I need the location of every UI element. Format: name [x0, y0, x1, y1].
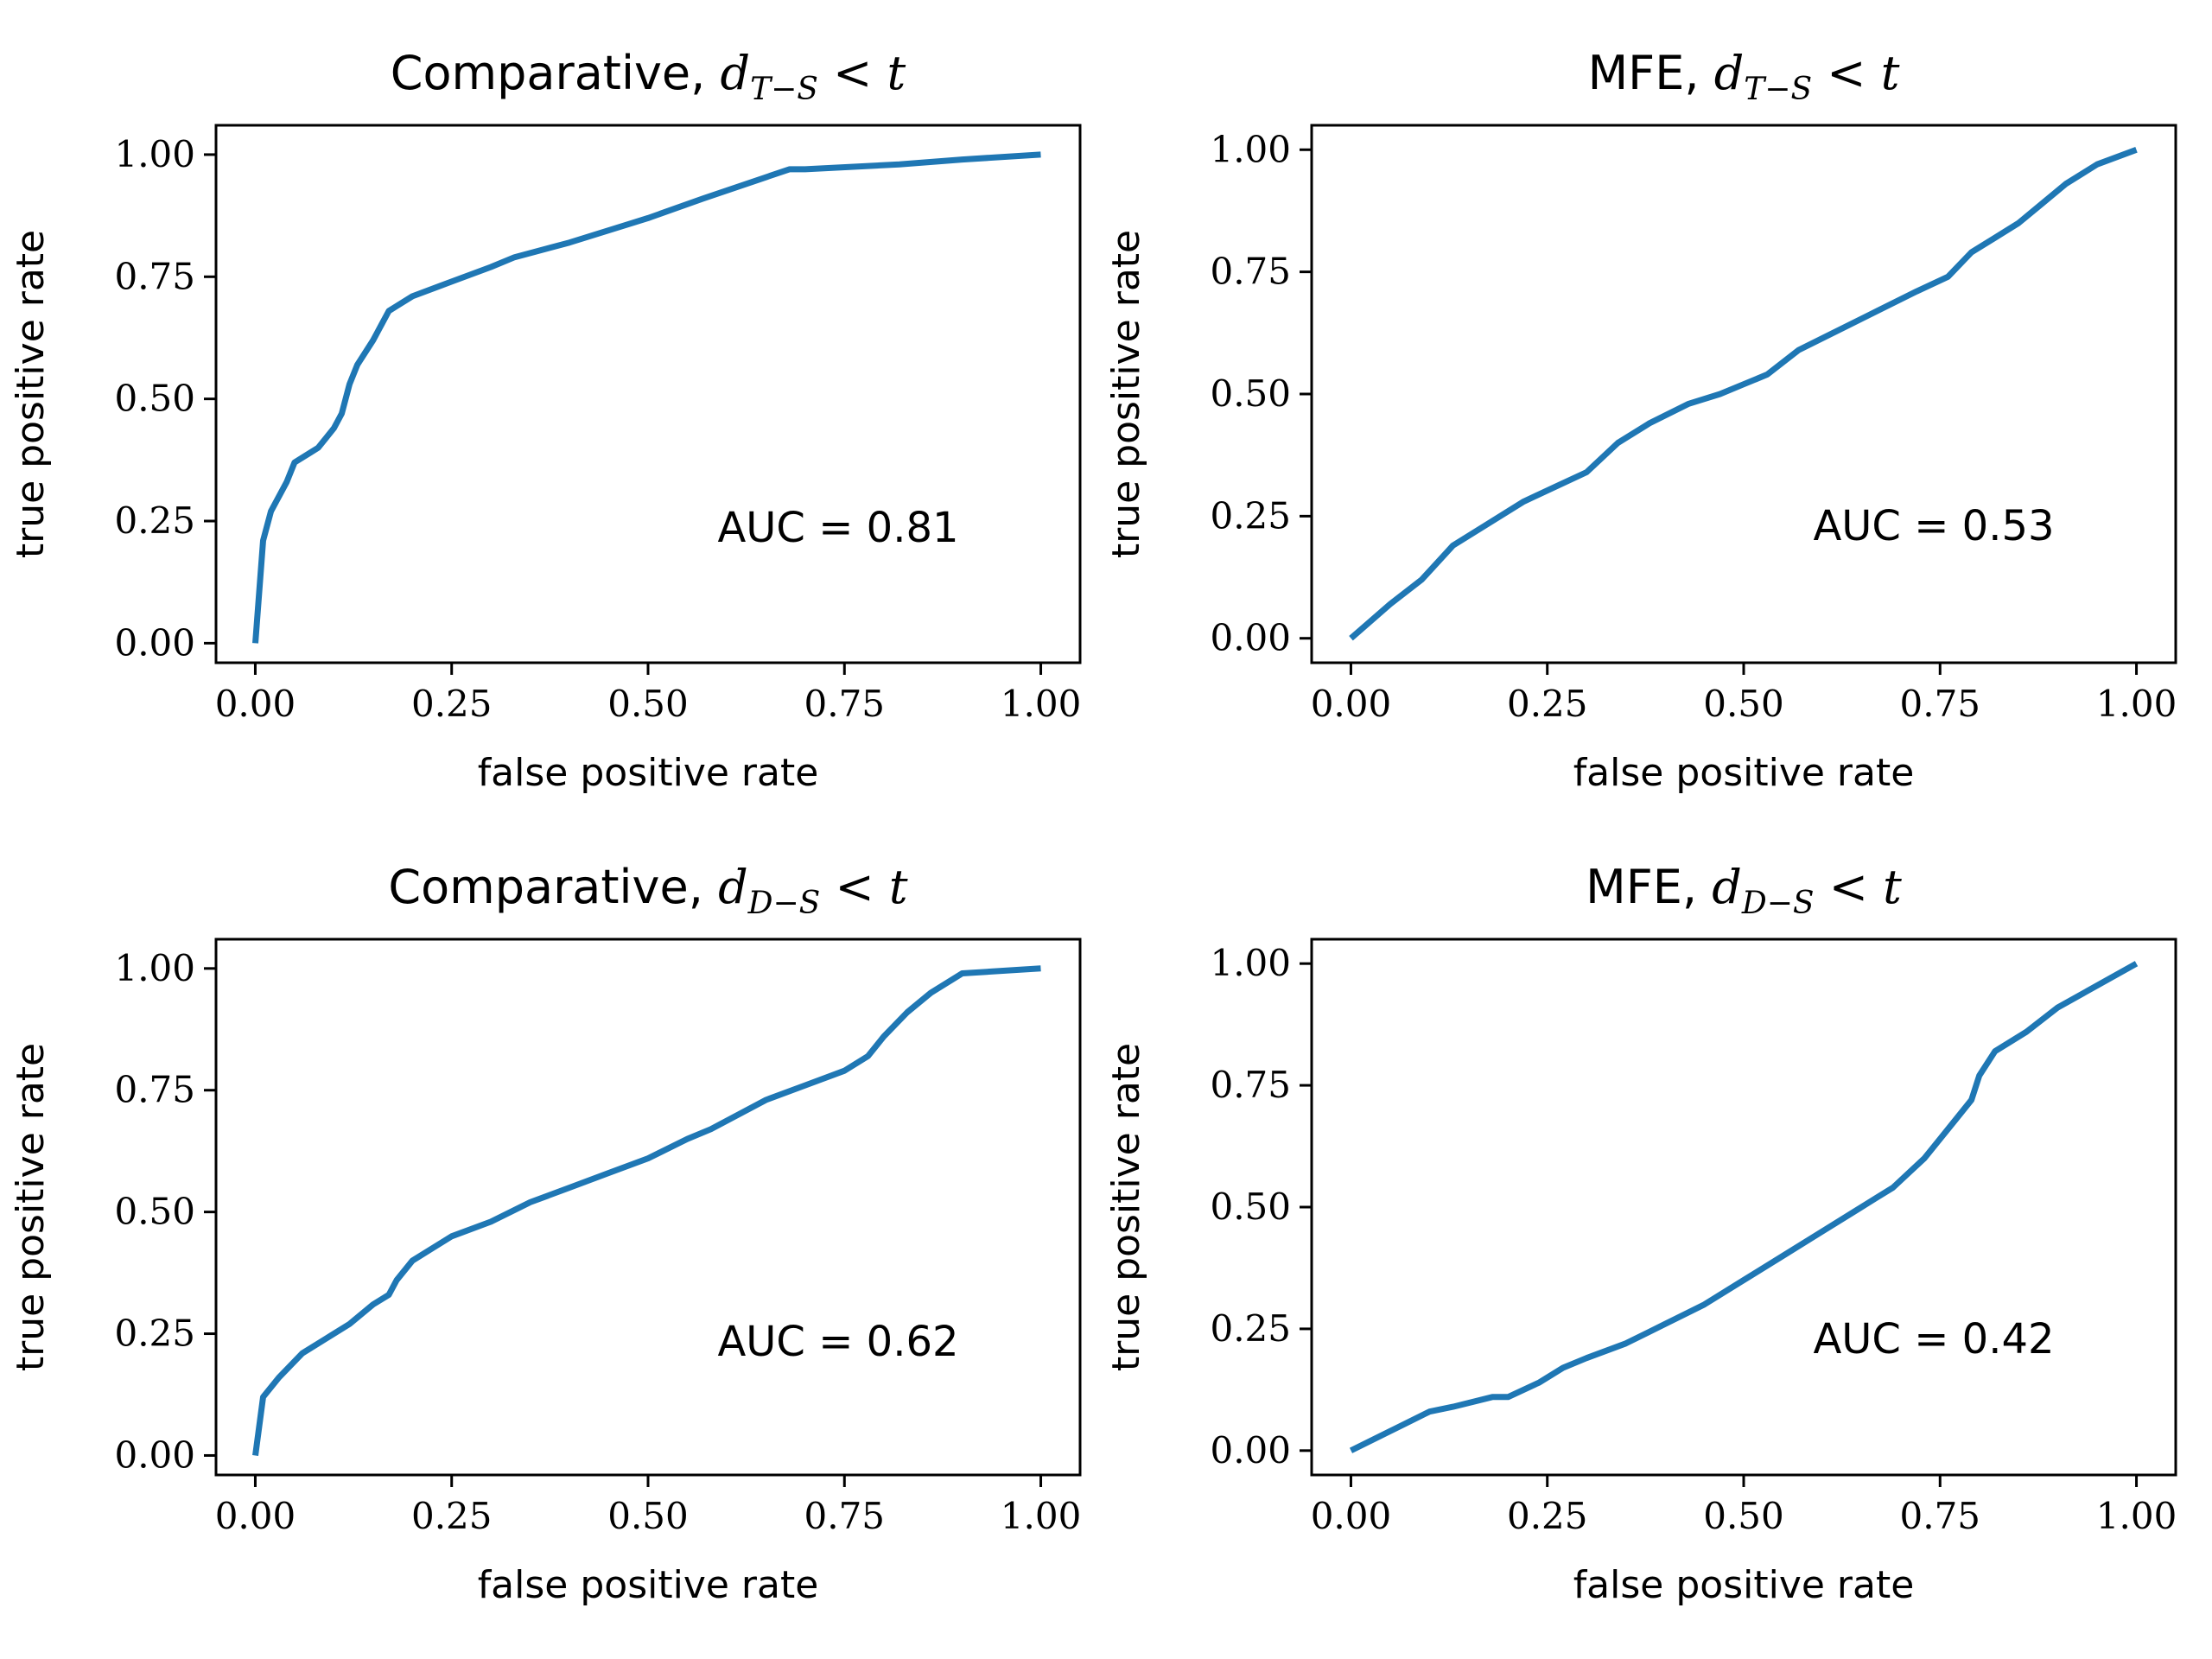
chart-panel-4: 0.00 0.25 0.50 0.75 1.00 0.00 0.25 0.50 0.75 1.00…	[1104, 860, 2177, 1607]
x-tick-label: 0.75	[1900, 683, 1981, 725]
y-tick-label: 0.75	[114, 255, 195, 297]
chart-title: MFE, dD−S < t	[1586, 860, 1902, 921]
auc-annotation: AUC = 0.42	[1813, 1315, 2054, 1363]
y-tick-label: 1.00	[114, 947, 195, 989]
auc-annotation: AUC = 0.81	[717, 504, 958, 552]
y-tick-label: 0.75	[1210, 1064, 1291, 1106]
x-tick-label: 0.00	[215, 683, 296, 725]
y-tick-label: 0.00	[1210, 617, 1291, 659]
x-tick-label: 0.25	[1507, 1495, 1588, 1537]
y-tick-label: 0.25	[1210, 494, 1291, 537]
chart-title: Comparative, dD−S < t	[388, 860, 908, 921]
y-axis-label: true positive rate	[1104, 1043, 1148, 1371]
x-tick-label: 0.75	[804, 1495, 886, 1537]
roc-curve-line	[1349, 961, 2139, 1453]
y-tick-label: 1.00	[1210, 942, 1291, 984]
roc-curve-line	[252, 151, 1041, 644]
axes-frame	[1310, 124, 2177, 664]
roc-curve-line	[252, 965, 1041, 1456]
x-tick-label: 0.50	[607, 683, 689, 725]
x-tick-label: 0.25	[411, 683, 493, 725]
x-tick-label: 0.25	[1507, 683, 1588, 725]
x-tick-label: 0.25	[411, 1495, 493, 1537]
y-tick-label: 0.50	[114, 378, 195, 420]
y-tick-label: 0.50	[1210, 1185, 1291, 1228]
chart-title: MFE, dT−S < t	[1588, 46, 1900, 107]
x-tick-label: 1.00	[2096, 683, 2177, 725]
y-tick-label: 0.00	[114, 1433, 195, 1476]
y-axis-label: true positive rate	[1104, 230, 1148, 558]
y-tick-label: 0.75	[114, 1069, 195, 1111]
y-tick-label: 0.25	[1210, 1307, 1291, 1350]
chart-panel-2: 0.00 0.25 0.50 0.75 1.00 0.00 0.25 0.50 0.75 1.00…	[1104, 46, 2177, 795]
y-tick-label: 0.75	[1210, 251, 1291, 293]
y-tick-label: 1.00	[114, 133, 195, 175]
y-axis-label: true positive rate	[9, 230, 53, 558]
y-tick-label: 1.00	[1210, 128, 1291, 170]
chart-title: Comparative, dT−S < t	[391, 46, 906, 107]
x-tick-label: 1.00	[1001, 1495, 1082, 1537]
x-axis-label: false positive rate	[478, 1563, 819, 1607]
auc-annotation: AUC = 0.62	[717, 1318, 958, 1366]
y-tick-label: 0.50	[1210, 372, 1291, 415]
auc-annotation: AUC = 0.53	[1813, 502, 2054, 550]
x-tick-label: 1.00	[1001, 683, 1082, 725]
x-tick-label: 0.00	[1311, 683, 1392, 725]
x-tick-label: 0.75	[1900, 1495, 1981, 1537]
y-tick-label: 0.00	[114, 621, 195, 664]
x-tick-label: 0.00	[215, 1495, 296, 1537]
x-axis-label: false positive rate	[1573, 1563, 1915, 1607]
chart-panel-3: 0.00 0.25 0.50 0.75 1.00 0.00 0.25 0.50 0.75 1.00…	[9, 860, 1082, 1607]
x-tick-label: 0.00	[1311, 1495, 1392, 1537]
y-tick-label: 0.25	[114, 1313, 195, 1355]
x-tick-label: 0.50	[1703, 683, 1784, 725]
y-tick-label: 0.50	[114, 1191, 195, 1233]
x-tick-label: 1.00	[2096, 1495, 2177, 1537]
chart-panel-1: 0.00 0.25 0.50 0.75 1.00 0.00 0.25 0.50 0.75 1.00…	[9, 46, 1082, 795]
x-tick-label: 0.50	[607, 1495, 689, 1537]
axes-frame	[214, 938, 1082, 1477]
x-axis-label: false positive rate	[478, 751, 819, 795]
y-tick-label: 0.25	[114, 499, 195, 542]
y-tick-label: 0.00	[1210, 1429, 1291, 1471]
x-tick-label: 0.50	[1703, 1495, 1784, 1537]
y-axis-label: true positive rate	[9, 1043, 53, 1371]
roc-curve-line	[1349, 147, 2138, 641]
x-axis-label: false positive rate	[1573, 751, 1915, 795]
x-tick-label: 0.75	[804, 683, 886, 725]
